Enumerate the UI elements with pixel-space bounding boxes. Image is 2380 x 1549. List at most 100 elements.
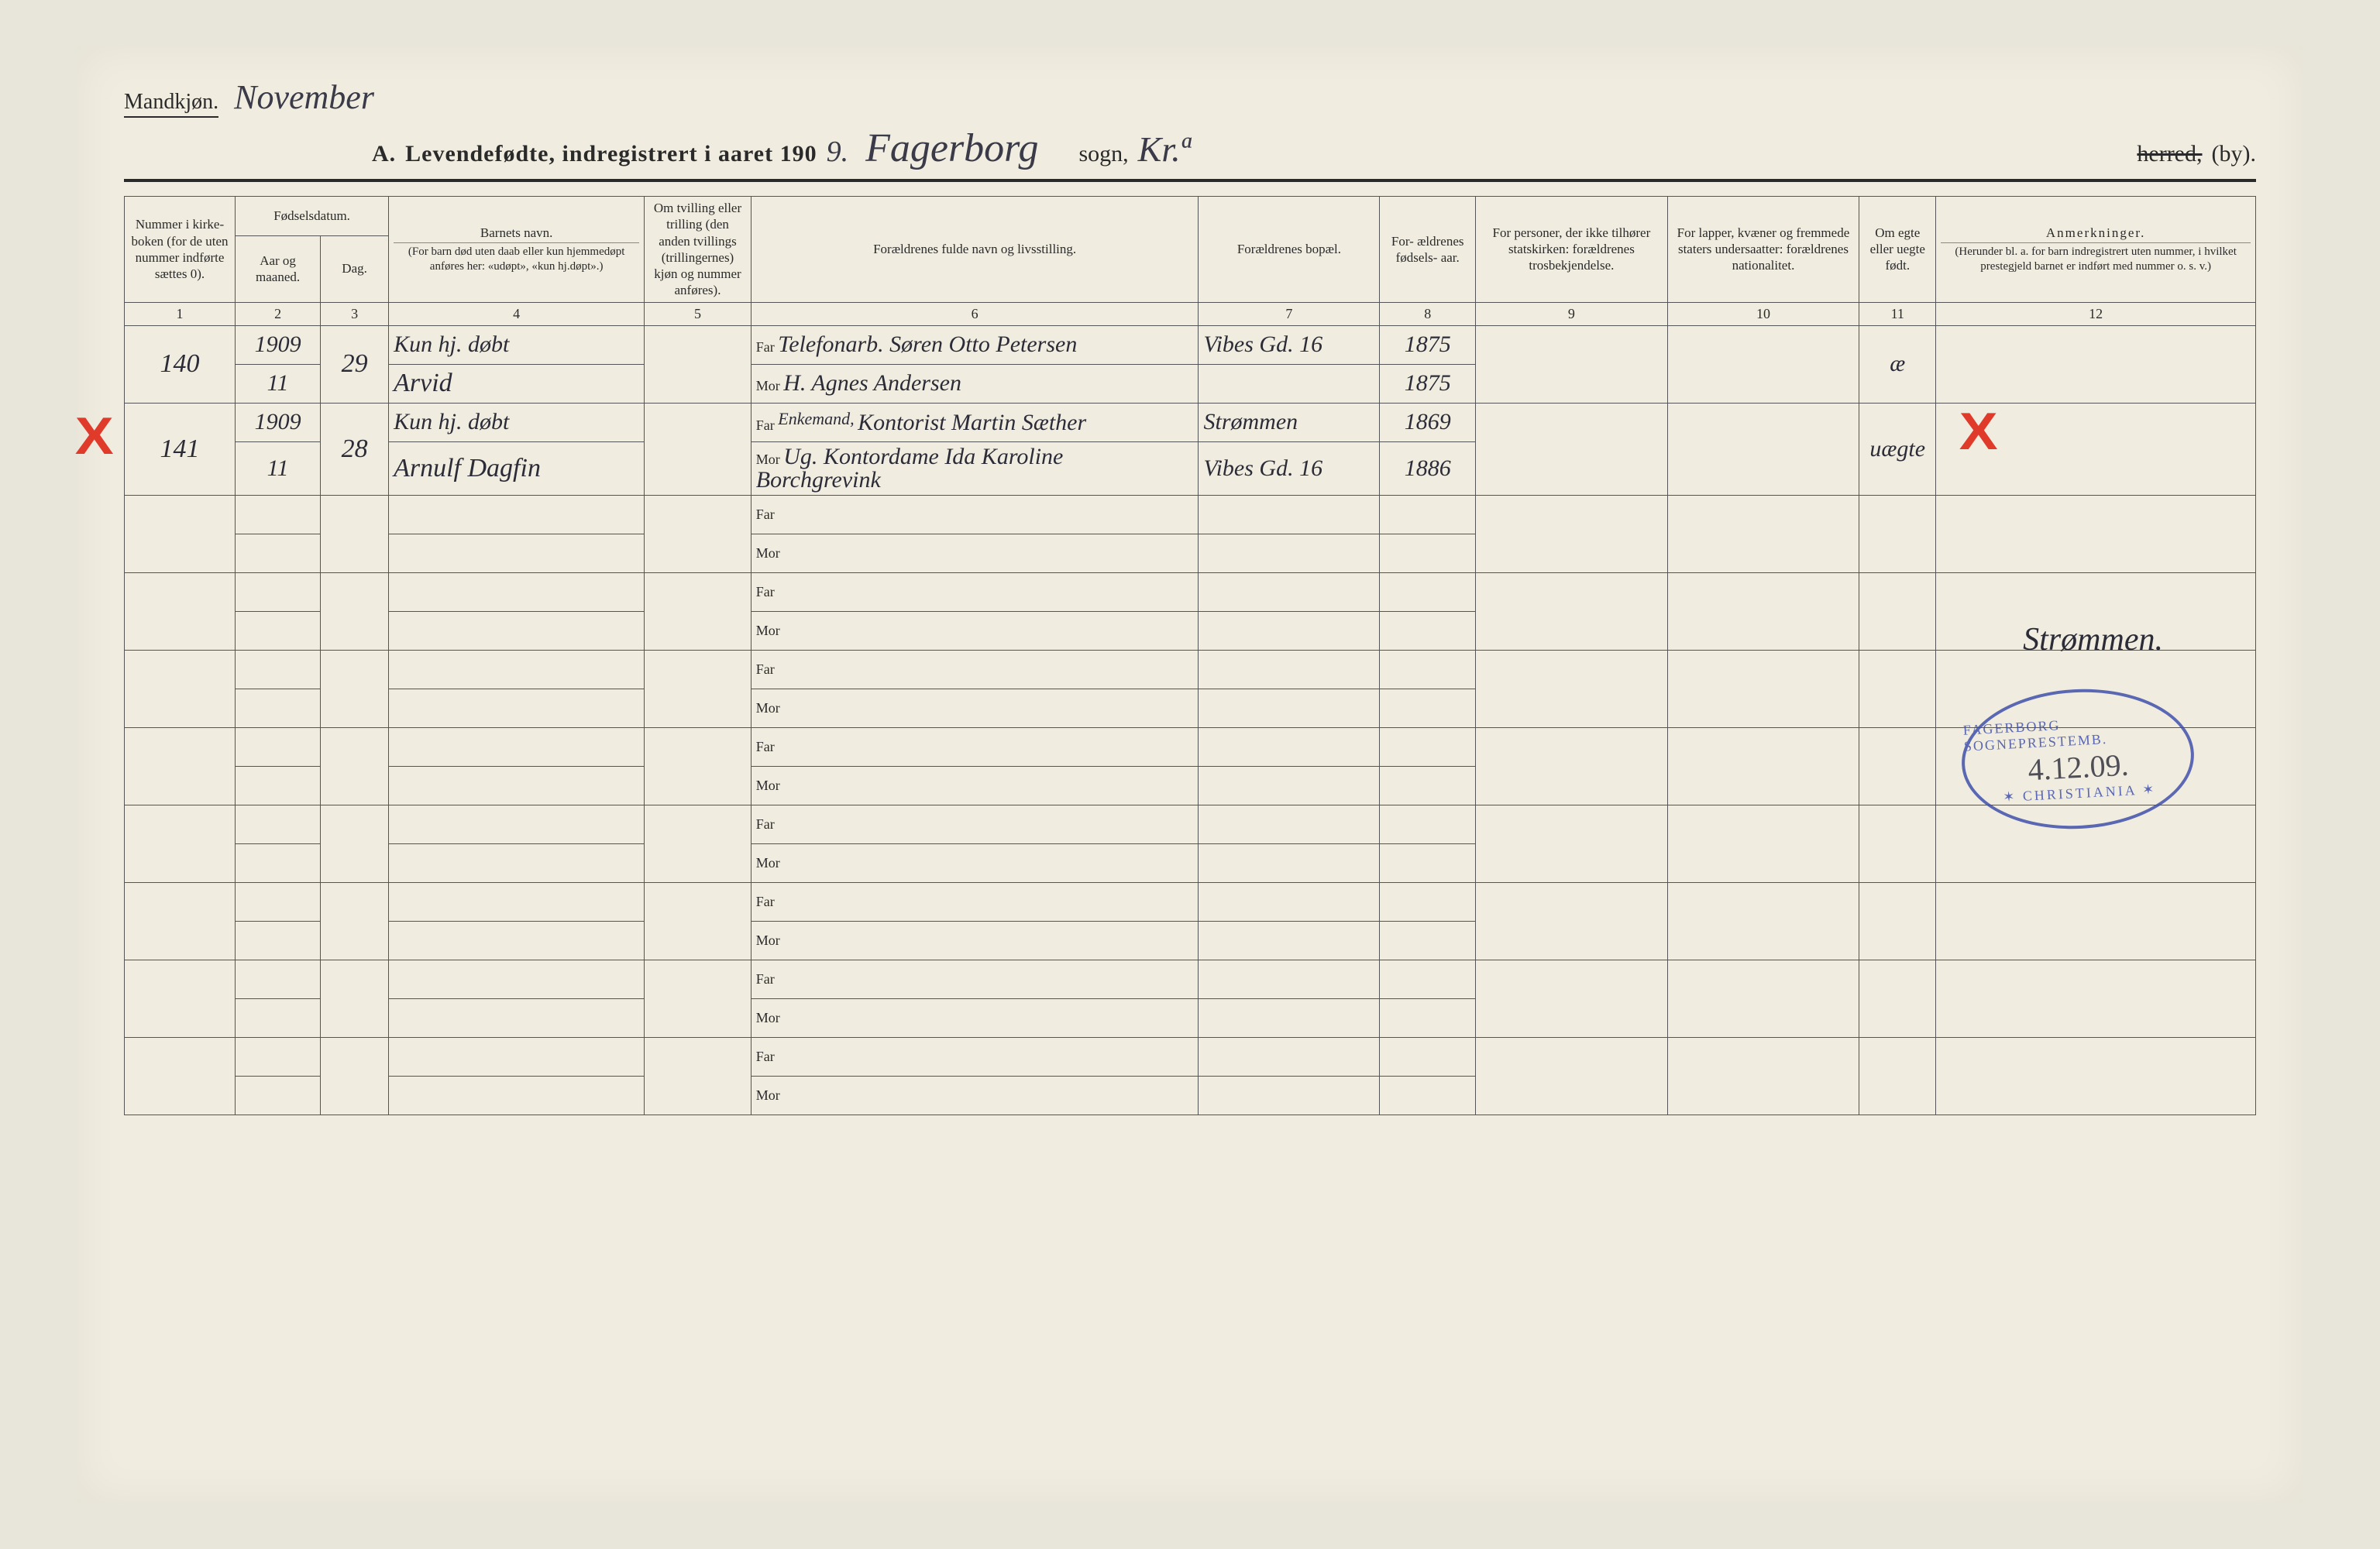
- herred-struck: herred,: [2137, 141, 2202, 167]
- cell-day: [321, 572, 389, 650]
- cell-month: [236, 534, 321, 572]
- legitimacy: æ: [1890, 351, 1905, 376]
- col-header-7: Forældrenes bopæl.: [1199, 197, 1380, 303]
- cell-birthyear-far: [1380, 727, 1476, 766]
- cell-birthyear-far: [1380, 1037, 1476, 1076]
- cell-residence-mor: [1199, 689, 1380, 727]
- cell-legitimacy: [1859, 650, 1936, 727]
- red-x-mark: X: [1959, 405, 1998, 458]
- colnum: 2: [236, 302, 321, 325]
- cell-legitimacy: [1859, 805, 1936, 882]
- cell-birthyear-far: [1380, 960, 1476, 998]
- birth-month: 11: [267, 455, 289, 481]
- mor-label: Mor: [756, 452, 780, 467]
- col-header-6: Forældrenes fulde navn og livsstilling.: [751, 197, 1199, 303]
- cell-twin: [645, 882, 751, 960]
- cell-name-line2: Arnulf Dagfin: [389, 441, 645, 495]
- far-label: Far: [756, 739, 775, 754]
- cell-month: [236, 689, 321, 727]
- table-row-empty: Far: [125, 727, 2256, 766]
- cell-birthyear-mor: [1380, 611, 1476, 650]
- cell-residence-far: [1199, 650, 1380, 689]
- colnum: 8: [1380, 302, 1476, 325]
- row-number: 140: [160, 349, 200, 378]
- col-header-9: For personer, der ikke tilhører statskir…: [1476, 197, 1668, 303]
- cell-mother: Mor: [751, 766, 1199, 805]
- cell-residence-far: [1199, 572, 1380, 611]
- cell-legitimacy: [1859, 572, 1936, 650]
- col-header-2a: Aar og maaned.: [236, 235, 321, 302]
- col-header-10: For lapper, kvæner og fremmede staters u…: [1667, 197, 1859, 303]
- cell-year: [236, 727, 321, 766]
- cell-twin: [645, 325, 751, 403]
- col-header-11: Om egte eller uegte født.: [1859, 197, 1936, 303]
- cell-day: 28: [321, 403, 389, 495]
- birth-year: 1909: [255, 409, 301, 434]
- cell-name-line2: [389, 843, 645, 882]
- colnum: 7: [1199, 302, 1380, 325]
- far-label: Far: [756, 661, 775, 677]
- cell-twin: [645, 805, 751, 882]
- cell-father: Far: [751, 960, 1199, 998]
- mor-label: Mor: [756, 1010, 780, 1025]
- cell-month: [236, 611, 321, 650]
- cell-month: [236, 843, 321, 882]
- far-label: Far: [756, 894, 775, 909]
- birth-year: 1909: [255, 331, 301, 357]
- father-birthyear: 1869: [1405, 409, 1451, 434]
- table-row-empty: Far: [125, 960, 2256, 998]
- far-label: Far: [756, 339, 775, 355]
- cell-legitimacy: [1859, 960, 1936, 1037]
- signature: Strømmen.: [2023, 623, 2163, 656]
- mother-name: H. Agnes Andersen: [783, 370, 961, 396]
- cell-residence-far: Strømmen: [1199, 403, 1380, 441]
- cell-name-line1: [389, 1037, 645, 1076]
- register-table: Nummer i kirke- boken (for de uten numme…: [124, 196, 2256, 1115]
- cell-day: [321, 1037, 389, 1115]
- cell-year: [236, 650, 321, 689]
- cell-twin: [645, 960, 751, 1037]
- col-header-2b: Dag.: [321, 235, 389, 302]
- col-header-4-sub: (For barn død uten daab eller kun hjemme…: [394, 242, 639, 274]
- cell-father: Far: [751, 727, 1199, 766]
- cell-name-line1: [389, 727, 645, 766]
- cell-mother: Mor: [751, 689, 1199, 727]
- cell-birthyear-mor: [1380, 843, 1476, 882]
- cell-twin: [645, 495, 751, 572]
- by-label: (by).: [2212, 141, 2256, 167]
- table-row-empty: Far: [125, 572, 2256, 611]
- mor-label: Mor: [756, 700, 780, 716]
- parish-label: sogn,: [1078, 141, 1128, 167]
- cell-name-line1: [389, 650, 645, 689]
- section-letter: A.: [372, 141, 396, 167]
- colnum: 11: [1859, 302, 1936, 325]
- child-name: Arvid: [394, 369, 452, 397]
- cell-mother: Mor: [751, 921, 1199, 960]
- cell-remarks: [1936, 960, 2256, 1037]
- cell-confession: [1476, 650, 1668, 727]
- birth-day: 28: [342, 434, 368, 463]
- cell-mother: Mor: [751, 843, 1199, 882]
- cell-number: [125, 495, 236, 572]
- birth-day: 29: [342, 349, 368, 378]
- cell-number: [125, 1037, 236, 1115]
- table-body: 140190929Kun hj. døbtFar Telefonarb. Sør…: [125, 325, 2256, 1115]
- mother-birthyear: 1886: [1405, 455, 1451, 481]
- cell-nationality: [1667, 650, 1859, 727]
- cell-residence-mor: [1199, 843, 1380, 882]
- col-header-12-title: Anmerkninger.: [2046, 225, 2145, 240]
- cell-twin: [645, 727, 751, 805]
- cell-confession: [1476, 727, 1668, 805]
- cell-mother: Mor: [751, 534, 1199, 572]
- cell-number: X141: [125, 403, 236, 495]
- cell-remarks: [1936, 495, 2256, 572]
- cell-confession: [1476, 572, 1668, 650]
- cell-birthyear-mor: [1380, 534, 1476, 572]
- table-row-empty: Far: [125, 1037, 2256, 1076]
- cell-name-line2: [389, 689, 645, 727]
- cell-birthyear-mor: [1380, 921, 1476, 960]
- colnum: 12: [1936, 302, 2256, 325]
- cell-nationality: [1667, 882, 1859, 960]
- child-name-note: Kun hj. døbt: [394, 331, 509, 357]
- cell-day: [321, 805, 389, 882]
